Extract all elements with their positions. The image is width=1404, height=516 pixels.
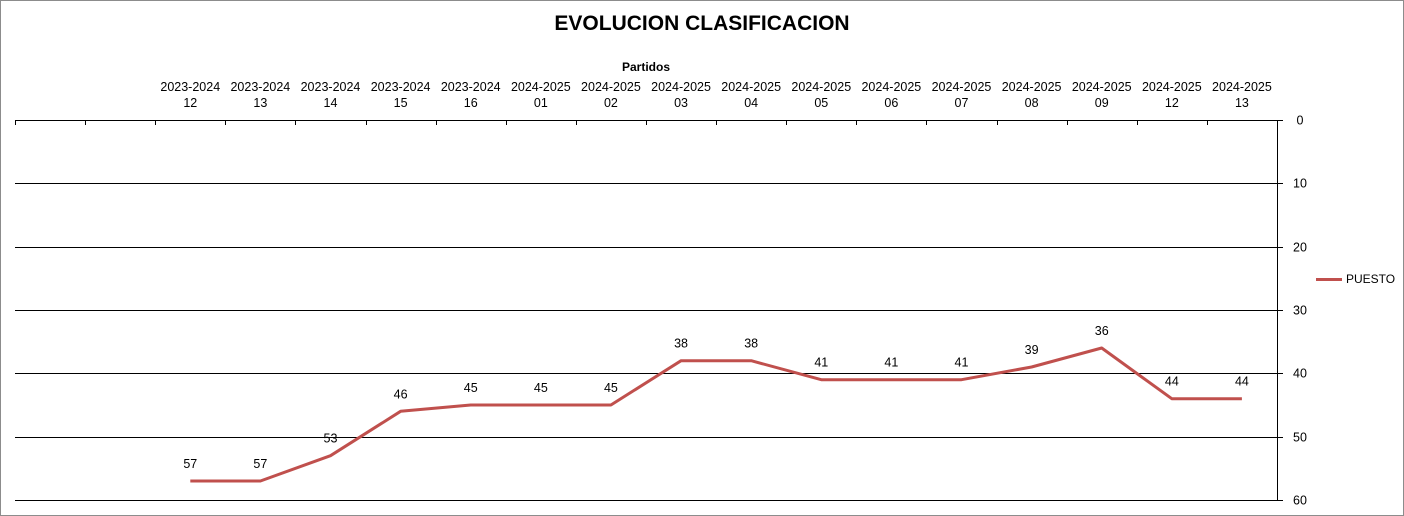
x-tick-label-match-6: 16 [464,96,478,110]
y-tick-label-40: 40 [1293,367,1307,381]
x-tick-label-season-15: 2024-2025 [1072,80,1132,94]
chart-title: EVOLUCION CLASIFICACION [554,12,850,35]
x-tick-label-season-7: 2024-2025 [511,80,571,94]
x-tick-label-season-2: 2023-2024 [160,80,220,94]
data-label-17: 44 [1235,375,1249,389]
data-label-5: 46 [394,387,408,401]
x-tick-label-match-14: 08 [1025,96,1039,110]
legend-label-puesto: PUESTO [1346,272,1396,286]
y-tick-label-30: 30 [1293,304,1307,318]
data-label-15: 36 [1095,324,1109,338]
series-line-puesto [190,346,1242,483]
x-tick-label-match-13: 07 [955,96,969,110]
x-tick-label-season-12: 2024-2025 [861,80,921,94]
x-tick-label-match-16: 12 [1165,96,1179,110]
data-label-4: 53 [324,432,338,446]
data-label-13: 41 [955,356,969,370]
data-label-14: 39 [1025,343,1039,357]
x-tick-label-season-10: 2024-2025 [721,80,781,94]
y-tick-label-10: 10 [1293,177,1307,191]
x-tick-label-season-4: 2023-2024 [301,80,361,94]
x-tick-label-match-17: 13 [1235,96,1249,110]
x-tick-label-season-16: 2024-2025 [1142,80,1202,94]
data-label-7: 45 [534,381,548,395]
data-label-3: 57 [253,457,267,471]
data-label-10: 38 [744,337,758,351]
x-axis-title: Partidos [621,60,670,74]
y-tick-label-50: 50 [1293,431,1307,445]
x-tick-label-match-4: 14 [324,96,338,110]
y-tick-label-0: 0 [1297,114,1304,128]
data-label-11: 41 [814,356,828,370]
x-tick-label-match-8: 02 [604,96,618,110]
x-tick-label-match-12: 06 [884,96,898,110]
x-tick-label-season-17: 2024-2025 [1212,80,1272,94]
x-tick-label-match-15: 09 [1095,96,1109,110]
data-label-6: 45 [464,381,478,395]
y-tick-label-60: 60 [1293,494,1307,508]
x-tick-label-season-5: 2023-2024 [371,80,431,94]
legend-swatch-puesto [1316,277,1342,281]
data-label-16: 44 [1165,375,1179,389]
data-label-9: 38 [674,337,688,351]
data-label-2: 57 [183,457,197,471]
legend: PUESTO [1316,270,1395,288]
x-tick-label-match-9: 03 [674,96,688,110]
x-tick-label-season-6: 2023-2024 [441,80,501,94]
x-tick-label-season-14: 2024-2025 [1002,80,1062,94]
y-tick-label-20: 20 [1293,241,1307,255]
x-tick-label-match-11: 05 [814,96,828,110]
x-tick-label-season-9: 2024-2025 [651,80,711,94]
x-tick-label-season-13: 2024-2025 [932,80,992,94]
x-tick-label-season-11: 2024-2025 [791,80,851,94]
x-tick-label-season-3: 2023-2024 [230,80,290,94]
x-tick-label-match-7: 01 [534,96,548,110]
x-tick-label-match-2: 12 [183,96,197,110]
data-label-12: 41 [884,356,898,370]
x-tick-label-match-10: 04 [744,96,758,110]
x-tick-label-match-3: 13 [253,96,267,110]
x-tick-label-match-5: 15 [394,96,408,110]
data-label-8: 45 [604,381,618,395]
x-tick-label-season-8: 2024-2025 [581,80,641,94]
